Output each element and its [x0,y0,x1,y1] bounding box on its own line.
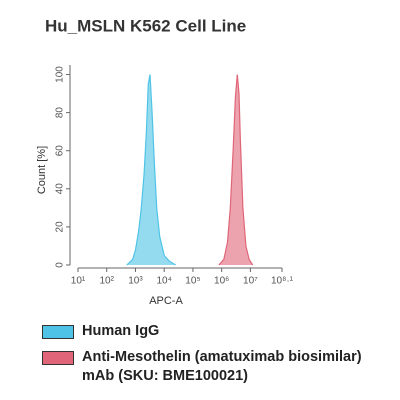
legend-item: Human IgG [42,322,372,341]
legend-swatch [42,351,74,365]
legend-swatch [42,325,74,339]
histogram-area [126,74,176,266]
legend-label: Anti-Mesothelin (amatuximab biosimilar) … [82,349,362,384]
x-tick-label: 10⁷ [243,276,258,287]
x-tick-label: 10² [100,276,115,287]
y-tick-label: 0 [55,262,66,268]
y-axis-label: Count [%] [36,146,48,194]
x-tick-label: 10⁶ [214,276,229,287]
y-tick-label: 20 [55,221,66,233]
x-tick-label: 10¹ [71,276,86,287]
y-tick-label: 60 [55,145,66,157]
y-tick-label: 100 [55,66,66,83]
x-tick-label: 10⁴ [156,276,171,287]
y-tick-label: 40 [55,183,66,195]
x-axis-label: APC-A [149,295,183,307]
chart-title: Hu_MSLN K562 Cell Line [45,16,246,35]
histogram-area [218,74,254,266]
x-tick-label: 10⁵ [185,276,200,287]
y-tick-label: 80 [55,107,66,119]
x-tick-label: 10⁸·¹ [271,276,294,287]
x-tick-label: 10³ [128,276,143,287]
legend-label: Human IgG [82,323,160,339]
legend-item: Anti-Mesothelin (amatuximab biosimilar) … [42,348,372,386]
legend: Human IgG Anti-Mesothelin (amatuximab bio… [42,322,372,393]
